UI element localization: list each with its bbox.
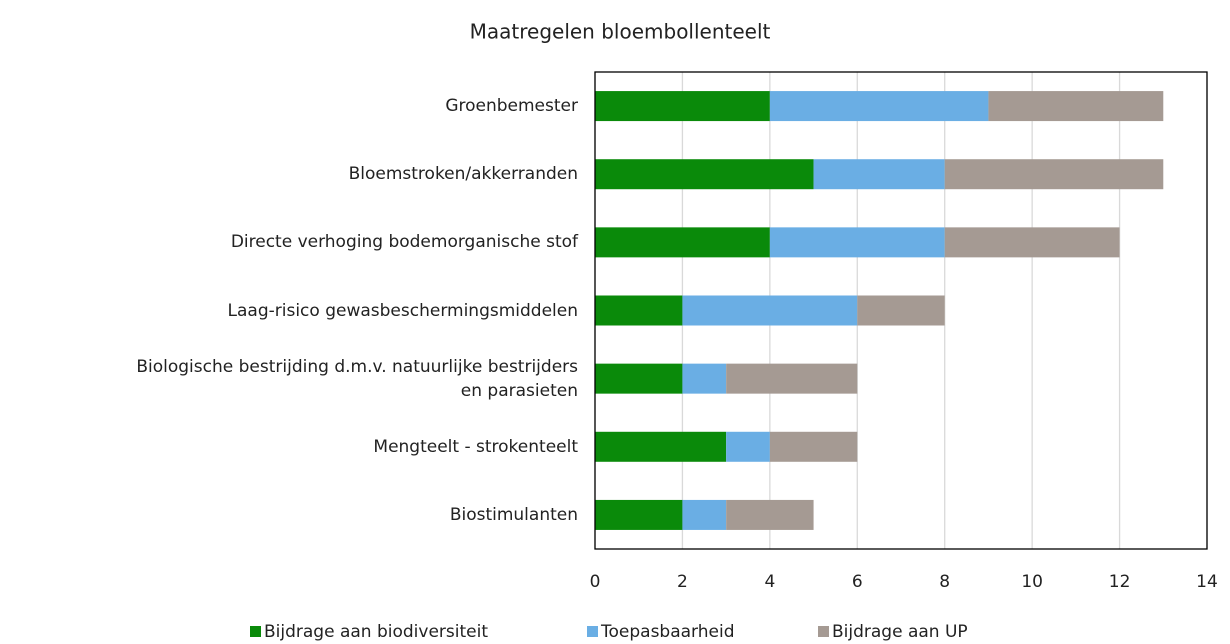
bar-segment — [595, 295, 683, 326]
x-tick-label: 6 — [852, 572, 863, 592]
bar-segment — [769, 91, 989, 122]
legend-swatch — [250, 626, 261, 637]
bar-segment — [944, 159, 1164, 190]
category-label: Directe verhoging bodemorganische stof — [230, 232, 578, 253]
bar-segment — [595, 363, 683, 394]
x-tick-label: 12 — [1109, 572, 1131, 592]
bar-segment — [857, 295, 945, 326]
bar-segment — [769, 431, 858, 462]
bar-segment — [595, 499, 683, 530]
legend-swatch — [818, 626, 829, 637]
category-label: Bloemstroken/akkerranden — [348, 164, 578, 185]
bar-segment — [682, 363, 727, 394]
x-tick-label: 10 — [1021, 572, 1043, 592]
x-tick-label: 0 — [590, 572, 601, 592]
bar-segment — [769, 227, 945, 258]
legend-label: Toepasbaarheid — [600, 622, 735, 642]
bar-segment — [726, 499, 814, 530]
bar-segment — [682, 499, 727, 530]
bar-segment — [595, 91, 770, 122]
category-label: Biostimulanten — [449, 504, 578, 525]
bar-segment — [813, 159, 945, 190]
category-label: Groenbemester — [445, 96, 578, 117]
x-tick-label: 2 — [677, 572, 688, 592]
x-tick-label: 8 — [939, 572, 950, 592]
chart-title: Maatregelen bloembollenteelt — [470, 20, 771, 44]
bar-segment — [726, 431, 770, 462]
bar-segment — [944, 227, 1120, 258]
legend-label: Bijdrage aan UP — [832, 622, 968, 642]
legend-label: Bijdrage aan biodiversiteit — [264, 622, 488, 642]
x-tick-label: 4 — [764, 572, 775, 592]
bar-segment — [726, 363, 858, 394]
legend-swatch — [587, 626, 598, 637]
bar-segment — [595, 159, 814, 190]
bar-segment — [595, 227, 770, 258]
category-label: Mengteelt - strokenteelt — [373, 436, 578, 457]
bar-segment — [682, 295, 858, 326]
plot-border — [594, 71, 1208, 550]
bar-segment — [595, 431, 727, 462]
category-label: Laag-risico gewasbeschermingsmiddelen — [227, 300, 578, 321]
x-tick-label: 14 — [1196, 572, 1218, 592]
category-label: Biologische bestrijding d.m.v. natuurlij… — [136, 356, 578, 401]
bar-segment — [988, 91, 1164, 122]
